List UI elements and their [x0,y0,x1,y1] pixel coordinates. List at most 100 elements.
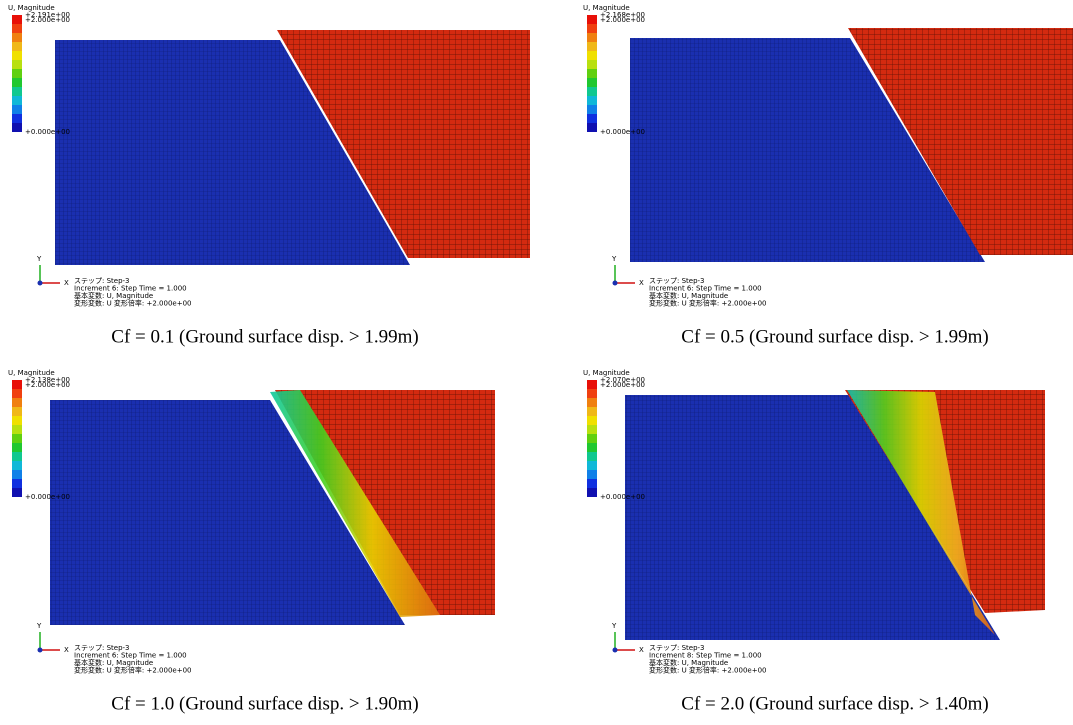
legend-swatch [587,434,597,443]
info-line: ステップ: Step-3 [649,277,705,285]
info-line: 変形変数: U 変形倍率: +2.000e+00 [649,666,767,675]
legend-label: +0.000e+00 [600,493,645,501]
legend-swatch [12,51,22,60]
legend-swatch [12,96,22,105]
legend-label: +0.000e+00 [600,128,645,136]
legend-label: +2.000e+00 [600,16,645,24]
legend-swatch [587,488,597,497]
legend-swatch [587,78,597,87]
legend-swatch [12,105,22,114]
axis-x-label: X [64,646,69,654]
axis-y-label: Y [611,255,617,263]
caption: Cf = 1.0 (Ground surface disp. > 1.90m) [111,693,418,714]
info-line: Increment 6: Step Time = 1.000 [74,652,187,660]
legend-swatch [12,87,22,96]
legend-swatch [587,123,597,132]
legend-swatch [587,60,597,69]
axis-origin [612,647,618,653]
info-line: 基本変数: U, Magnitude [649,658,728,667]
legend-label: +2.000e+00 [600,381,645,389]
caption: Cf = 2.0 (Ground surface disp. > 1.40m) [681,693,988,714]
axis-x-label: X [639,279,644,287]
mesh-blue [55,40,410,265]
legend-swatch [12,479,22,488]
legend-swatch [12,389,22,398]
legend-label: +0.000e+00 [25,128,70,136]
legend-swatch [12,60,22,69]
info-line: Increment 6: Step Time = 1.000 [74,285,187,293]
axis-x-label: X [64,279,69,287]
legend-swatch [12,24,22,33]
axis-y-label: Y [36,255,42,263]
legend-swatch [587,470,597,479]
legend-label: +2.070e+00 [600,376,645,384]
legend-title: U, Magnitude [8,369,55,377]
legend-swatch [12,452,22,461]
legend-swatch [12,15,22,24]
legend-swatch [587,407,597,416]
info-line: 変形変数: U 変形倍率: +2.000e+00 [74,666,192,675]
info-line: 変形変数: U 変形倍率: +2.000e+00 [649,299,767,308]
mesh-blue [625,395,1000,640]
info-line: Increment 6: Step Time = 1.000 [649,285,762,293]
legend-swatch [12,416,22,425]
legend-label: +2.168e+00 [600,11,645,19]
axis-origin [612,280,618,286]
legend-swatch [12,380,22,389]
legend-swatch [587,425,597,434]
legend-label: +2.191e+00 [25,11,70,19]
legend-swatch [12,425,22,434]
legend-label: +0.000e+00 [25,493,70,501]
axis-x-label: X [639,646,644,654]
transition-band [270,390,440,617]
info-line: 変形変数: U 変形倍率: +2.000e+00 [74,299,192,308]
legend-swatch [587,443,597,452]
legend-swatch [12,443,22,452]
mesh-red [848,28,1073,255]
panel: U, Magnitude+2.138e+00+2.000e+00 +0.000e+… [8,369,495,714]
legend-swatch [587,24,597,33]
legend-swatch [587,96,597,105]
legend-swatch [12,434,22,443]
mesh-red [277,30,530,258]
axis-origin [37,280,43,286]
legend-swatch [12,461,22,470]
legend-title: U, Magnitude [583,4,630,12]
legend-swatch [12,78,22,87]
legend-swatch [587,33,597,42]
legend-swatch [587,87,597,96]
legend-swatch [587,114,597,123]
legend-swatch [587,479,597,488]
panel: U, Magnitude+2.191e+00+2.000e+00 +0.000e+… [8,4,530,347]
legend-swatch [12,407,22,416]
legend-title: U, Magnitude [8,4,55,12]
caption: Cf = 0.5 (Ground surface disp. > 1.99m) [681,326,988,347]
info-line: 基本変数: U, Magnitude [74,658,153,667]
legend-swatch [12,398,22,407]
legend-swatch [12,114,22,123]
axis-y-label: Y [36,622,42,630]
legend-swatch [12,33,22,42]
legend-swatch [587,416,597,425]
info-line: 基本変数: U, Magnitude [649,291,728,300]
legend-swatch [587,15,597,24]
panel: U, Magnitude+2.070e+00+2.000e+00 +0.000e+… [583,369,1045,714]
legend-title: U, Magnitude [583,369,630,377]
legend-swatch [587,69,597,78]
mesh-blue [630,38,985,262]
legend-swatch [587,389,597,398]
legend-swatch [587,461,597,470]
caption: Cf = 0.1 (Ground surface disp. > 1.99m) [111,326,418,347]
legend-swatch [12,69,22,78]
legend-swatch [587,105,597,114]
legend-label: +2.000e+00 [25,381,70,389]
transition-band [847,390,995,635]
info-line: ステップ: Step-3 [74,644,130,652]
info-line: ステップ: Step-3 [649,644,705,652]
legend-swatch [12,42,22,51]
legend-swatch [12,488,22,497]
legend-swatch [587,380,597,389]
panel: U, Magnitude+2.168e+00+2.000e+00 +0.000e+… [583,4,1073,347]
mesh-blue [50,400,405,625]
